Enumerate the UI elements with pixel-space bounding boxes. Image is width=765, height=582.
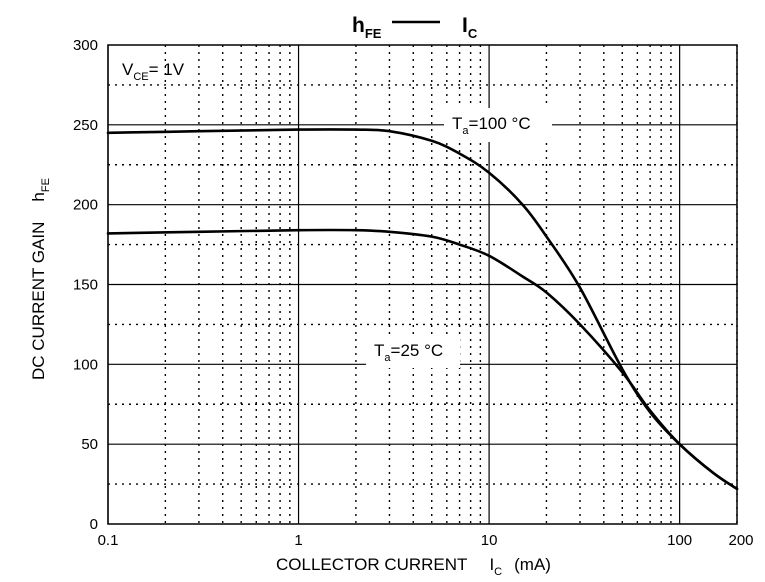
label-100c-sub: a (462, 125, 469, 137)
y-axis-symbol-sub: FE (40, 178, 52, 192)
series-line-0 (106, 128, 739, 491)
x-axis-symbol: I (489, 555, 494, 574)
x-tick-label: 0.1 (98, 532, 119, 549)
y-tick-label: 250 (73, 117, 98, 134)
x-tick-label: 100 (667, 532, 692, 549)
series-line-1 (106, 228, 739, 491)
y-tick-label: 200 (73, 197, 98, 214)
condition-v: V (122, 60, 134, 79)
label-bg-100c (444, 108, 552, 142)
x-axis-title: COLLECTOR CURRENT IC (mA) (276, 555, 551, 578)
series-label-25c: Ta=25 °C (374, 341, 443, 364)
x-axis-text: COLLECTOR CURRENT (276, 555, 467, 574)
y-axis-symbol: h (29, 192, 48, 201)
y-axis-title: DC CURRENT GAIN hFE (29, 178, 52, 380)
y-tick-label: 100 (73, 356, 98, 373)
plot-frame (107, 44, 738, 525)
condition-sub: CE (133, 71, 148, 83)
x-axis-unit: (mA) (514, 555, 551, 574)
label-100c-t: T (452, 114, 462, 133)
x-tick-labels: 0.1 1 10 100 200 (98, 532, 754, 549)
x-tick-label: 1 (294, 532, 302, 549)
x-tick-label: 10 (481, 532, 498, 549)
chart-title-ic: IC (462, 14, 478, 41)
major-grid (107, 45, 737, 524)
title-ic-sub: C (468, 26, 478, 41)
title-hfe-sub: FE (365, 26, 382, 41)
curves (106, 128, 739, 491)
x-axis-symbol-sub: C (494, 566, 502, 578)
series-label-100c: Ta=100 °C (452, 114, 531, 137)
label-25c-sub: a (384, 352, 391, 364)
title-hfe: h (352, 14, 365, 37)
y-tick-labels: 0 50 100 150 200 250 300 (73, 37, 98, 533)
y-tick-label: 50 (81, 436, 98, 453)
chart-title: hFE (352, 14, 382, 41)
condition-rest: = 1V (149, 60, 185, 79)
label-25c-rest: =25 °C (391, 341, 444, 360)
y-axis-text: DC CURRENT GAIN (29, 222, 48, 380)
y-tick-label: 300 (73, 37, 98, 54)
label-bg-25c (366, 334, 460, 368)
condition-label: VCE= 1V (122, 60, 185, 83)
label-100c-rest: =100 °C (469, 114, 531, 133)
y-tick-label: 150 (73, 277, 98, 294)
label-25c-t: T (374, 341, 384, 360)
title-ic: I (462, 14, 468, 37)
y-tick-label: 0 (90, 516, 98, 533)
x-tick-label: 200 (728, 532, 753, 549)
